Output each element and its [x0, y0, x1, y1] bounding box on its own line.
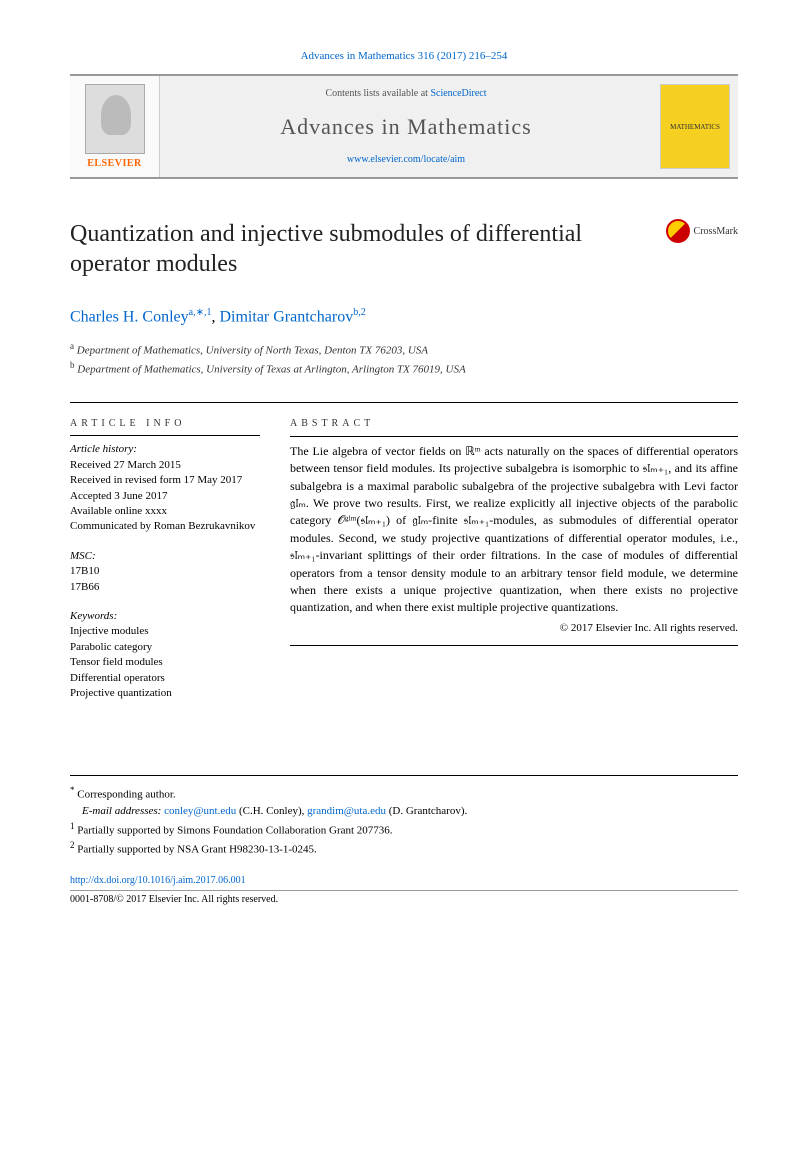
affiliation-b: b Department of Mathematics, University …	[70, 359, 738, 378]
title-row: Quantization and injective submodules of…	[70, 219, 738, 279]
article-title: Quantization and injective submodules of…	[70, 219, 666, 279]
abstract-bottom-divider	[290, 645, 738, 646]
info-abstract-row: ARTICLE INFO Article history: Received 2…	[70, 417, 738, 715]
header-center: Contents lists available at ScienceDirec…	[160, 76, 652, 177]
f1-text: Partially supported by Simons Foundation…	[77, 825, 392, 837]
footnote-1: 1 Partially supported by Simons Foundati…	[70, 820, 738, 839]
footnote-corresponding: * Corresponding author.	[70, 784, 738, 803]
email-who-2: (D. Grantcharov).	[386, 805, 467, 817]
history-revised: Received in revised form 17 May 2017	[70, 473, 260, 488]
history-online: Available online xxxx	[70, 504, 260, 519]
email-who-1: (C.H. Conley),	[236, 805, 307, 817]
elsevier-tree-icon	[85, 84, 145, 154]
affiliations: a Department of Mathematics, University …	[70, 340, 738, 378]
affil-sup-b: b	[70, 360, 75, 370]
journal-name: Advances in Mathematics	[170, 114, 642, 140]
author-link-2[interactable]: Dimitar Grantcharov	[219, 308, 353, 325]
email-link-1[interactable]: conley@unt.edu	[164, 805, 236, 817]
footnote-emails: E-mail addresses: conley@unt.edu (C.H. C…	[70, 803, 738, 820]
abstract-copyright: © 2017 Elsevier Inc. All rights reserved…	[290, 621, 738, 637]
article-info-column: ARTICLE INFO Article history: Received 2…	[70, 417, 260, 715]
corr-text: Corresponding author.	[77, 789, 175, 801]
history-communicated: Communicated by Roman Bezrukavnikov	[70, 519, 260, 534]
author-sup-1: a,∗,1	[189, 307, 212, 318]
keyword-2: Parabolic category	[70, 640, 260, 655]
msc-heading: MSC:	[70, 549, 260, 564]
journal-cover-thumbnail: MATHEMATICS	[660, 84, 730, 169]
email-prefix: E-mail addresses:	[82, 805, 164, 817]
affil-sup-a: a	[70, 341, 74, 351]
doi-block: http://dx.doi.org/10.1016/j.aim.2017.06.…	[70, 874, 738, 907]
doi-link[interactable]: http://dx.doi.org/10.1016/j.aim.2017.06.…	[70, 875, 246, 886]
journal-reference: Advances in Mathematics 316 (2017) 216–2…	[70, 50, 738, 62]
footnotes-block: * Corresponding author. E-mail addresses…	[70, 775, 738, 858]
authors-line: Charles H. Conleya,∗,1, Dimitar Grantcha…	[70, 307, 738, 326]
f2-sup: 2	[70, 840, 75, 850]
author-link-1[interactable]: Charles H. Conley	[70, 308, 189, 325]
affil-text-b: Department of Mathematics, University of…	[77, 364, 465, 376]
abstract-label: ABSTRACT	[290, 417, 738, 432]
keyword-4: Differential operators	[70, 671, 260, 686]
abstract-column: ABSTRACT The Lie algebra of vector field…	[290, 417, 738, 715]
sciencedirect-link[interactable]: ScienceDirect	[430, 88, 486, 99]
abstract-divider	[290, 436, 738, 437]
history-accepted: Accepted 3 June 2017	[70, 489, 260, 504]
keyword-5: Projective quantization	[70, 686, 260, 701]
history-heading: Article history:	[70, 442, 260, 457]
doi-copyright-line: 0001-8708/© 2017 Elsevier Inc. All right…	[70, 893, 738, 907]
history-received: Received 27 March 2015	[70, 458, 260, 473]
cover-label: MATHEMATICS	[670, 123, 720, 131]
affiliation-a: a Department of Mathematics, University …	[70, 340, 738, 359]
top-divider	[70, 402, 738, 403]
f1-sup: 1	[70, 821, 75, 831]
msc-block: MSC: 17B10 17B66	[70, 549, 260, 595]
publisher-name: ELSEVIER	[87, 158, 142, 169]
footnote-2: 2 Partially supported by NSA Grant H9823…	[70, 839, 738, 858]
author-sup-2: b,2	[353, 307, 366, 318]
keyword-1: Injective modules	[70, 624, 260, 639]
journal-header-box: ELSEVIER Contents lists available at Sci…	[70, 74, 738, 179]
msc-code-2: 17B66	[70, 580, 260, 595]
crossmark-icon	[666, 219, 690, 243]
info-divider	[70, 435, 260, 436]
email-link-2[interactable]: grandim@uta.edu	[307, 805, 386, 817]
crossmark-badge[interactable]: CrossMark	[666, 219, 738, 243]
msc-code-1: 17B10	[70, 564, 260, 579]
f2-text: Partially supported by NSA Grant H98230-…	[77, 844, 317, 856]
journal-url-link[interactable]: www.elsevier.com/locate/aim	[170, 154, 642, 165]
keywords-block: Keywords: Injective modules Parabolic ca…	[70, 609, 260, 701]
history-block: Article history: Received 27 March 2015 …	[70, 442, 260, 534]
doi-divider	[70, 890, 738, 891]
keywords-heading: Keywords:	[70, 609, 260, 624]
abstract-text: The Lie algebra of vector fields on ℝᵐ a…	[290, 443, 738, 617]
keyword-3: Tensor field modules	[70, 655, 260, 670]
contents-lists-line: Contents lists available at ScienceDirec…	[170, 88, 642, 99]
article-info-label: ARTICLE INFO	[70, 417, 260, 431]
crossmark-label: CrossMark	[694, 226, 738, 237]
corr-sup: *	[70, 785, 75, 795]
contents-prefix: Contents lists available at	[325, 88, 430, 99]
publisher-logo-block: ELSEVIER	[70, 76, 160, 177]
affil-text-a: Department of Mathematics, University of…	[77, 345, 428, 357]
